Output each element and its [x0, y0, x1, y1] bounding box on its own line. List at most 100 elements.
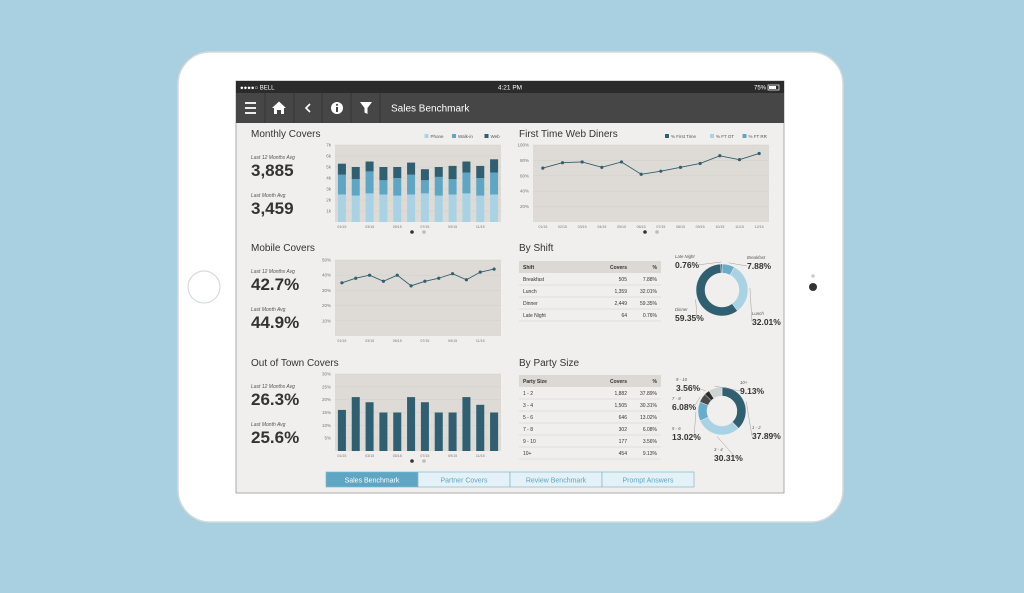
stat-label: Last Month Avg	[251, 307, 286, 313]
leader-line	[728, 262, 748, 267]
table-cell: 7.88%	[643, 277, 658, 283]
line-point	[478, 270, 482, 274]
donut-category: Late Night	[675, 254, 695, 259]
line-point	[409, 284, 413, 288]
table-cell: 59.35%	[640, 301, 658, 307]
legend-label: Phone	[431, 134, 445, 139]
x-tick-label: 03/15	[578, 225, 587, 229]
table-cell: 177	[619, 439, 628, 445]
bar	[448, 412, 457, 451]
battery-level: 75%	[754, 86, 767, 92]
x-tick-label: 05/15	[393, 454, 402, 458]
bar-segment	[490, 159, 499, 173]
x-tick-label: 01/15	[337, 454, 346, 458]
legend-label: Web	[491, 134, 501, 139]
donut-value: 32.01%	[752, 317, 781, 327]
x-tick-label: 07/15	[420, 454, 429, 458]
donut-segment	[708, 386, 723, 399]
bar-segment	[420, 169, 429, 181]
y-tick-label: 3k	[326, 187, 332, 192]
sensor	[811, 274, 815, 278]
y-tick-label: 20%	[322, 303, 331, 308]
menu-icon[interactable]	[245, 102, 256, 114]
donut-category: 1 - 2	[752, 425, 761, 430]
bar-segment	[337, 163, 346, 175]
leader-line	[716, 436, 737, 459]
donut-segment	[720, 263, 723, 274]
nav-title: Sales Benchmark	[391, 104, 470, 115]
table-cell: 3 - 4	[523, 403, 533, 409]
stat-value: 25.6%	[251, 428, 299, 447]
legend-swatch	[710, 134, 714, 138]
bar-segment	[407, 174, 416, 195]
line	[542, 153, 760, 175]
page-dot-active	[410, 230, 414, 234]
bar-segment	[434, 176, 443, 196]
tab-label[interactable]: Sales Benchmark	[345, 478, 400, 485]
table-header-cell: Covers	[610, 265, 627, 271]
donut-category: Lunch	[752, 311, 764, 316]
bar-segment	[476, 165, 485, 178]
x-tick-label: 02/15	[558, 225, 567, 229]
stat-label: Last Month Avg	[251, 422, 286, 428]
bar-segment	[476, 178, 485, 196]
bar-segment	[476, 195, 485, 222]
tab[interactable]	[601, 471, 695, 488]
donut-value: 3.56%	[676, 383, 701, 393]
tab-label[interactable]: Prompt Answers	[623, 478, 674, 485]
legend-label: % FT OT	[716, 134, 734, 139]
y-tick-label: 10%	[322, 318, 331, 323]
bar-segment	[379, 194, 388, 222]
y-tick-label: 1k	[326, 209, 332, 214]
y-tick-label: 30%	[322, 288, 331, 293]
y-tick-label: 15%	[322, 410, 331, 415]
bar-segment	[393, 195, 402, 222]
line-point	[619, 160, 624, 164]
bar-segment	[351, 195, 360, 222]
tab-label[interactable]: Review Benchmark	[526, 478, 587, 485]
y-tick-label: 20%	[322, 397, 331, 402]
table-cell: 3.56%	[643, 439, 658, 445]
battery-icon	[767, 84, 780, 91]
line-point	[560, 161, 565, 165]
info-icon[interactable]	[331, 102, 343, 114]
bar-segment	[393, 178, 402, 196]
bar	[379, 412, 388, 451]
legend-swatch	[424, 134, 429, 138]
x-tick-label: 08/15	[676, 225, 685, 229]
table-cell: 454	[619, 451, 628, 457]
x-tick-label: 01/15	[337, 225, 346, 229]
stat-label: Last 12 Months Avg	[251, 155, 295, 161]
line-point	[600, 165, 604, 169]
line-point	[737, 158, 742, 162]
table-header-cell: Covers	[610, 379, 627, 385]
x-tick-label: 11/15	[735, 225, 744, 229]
x-tick-label: 09/15	[448, 225, 457, 229]
bar-segment	[365, 193, 374, 222]
tab-label[interactable]: Partner Covers	[440, 478, 488, 485]
donut-value: 13.02%	[672, 432, 701, 442]
line-point	[659, 169, 663, 173]
donut-value: 30.31%	[714, 453, 743, 463]
stat-label: Last 12 Months Avg	[251, 384, 295, 390]
y-tick-label: 40%	[322, 273, 331, 278]
table-cell: 30.31%	[640, 403, 658, 409]
table-cell: 5 - 6	[523, 415, 533, 421]
home-icon[interactable]	[272, 101, 286, 115]
filter-icon[interactable]	[360, 102, 372, 114]
y-tick-label: 7k	[326, 143, 332, 148]
bar-segment	[490, 194, 499, 222]
panel-title: Out of Town Covers	[251, 358, 339, 369]
table-cell: 1,505	[614, 403, 627, 409]
bar-segment	[420, 180, 429, 194]
bar-segment	[434, 167, 443, 177]
stat-label: Last Month Avg	[251, 193, 286, 199]
panel-title: By Party Size	[519, 358, 579, 369]
table-cell: Lunch	[523, 289, 537, 295]
x-tick-label: 03/15	[365, 339, 374, 343]
page-dot-active	[410, 459, 414, 463]
table-header	[519, 261, 661, 273]
back-icon[interactable]	[304, 103, 311, 113]
battery-fill	[769, 86, 776, 89]
x-tick-label: 01/15	[337, 339, 346, 343]
